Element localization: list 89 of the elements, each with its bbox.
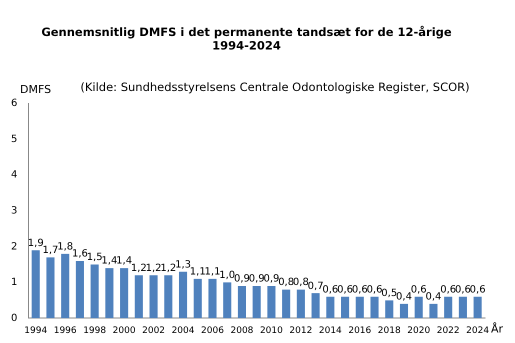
x-tick-label: 1996: [54, 326, 77, 336]
bar: [444, 296, 452, 318]
data-label: 0,7: [308, 280, 324, 292]
x-tick-label: 2020: [407, 326, 430, 336]
bar: [61, 254, 70, 318]
data-label: 1,9: [28, 238, 44, 249]
data-label: 0,6: [322, 284, 338, 296]
x-tick-label: 2012: [289, 326, 312, 336]
data-label: 1,4: [116, 256, 132, 267]
bar: [208, 278, 217, 318]
bar: [194, 278, 202, 318]
x-tick-label: 2014: [318, 326, 342, 336]
bar: [385, 300, 394, 318]
data-label: 0,9: [234, 274, 250, 285]
x-axis-title: År: [491, 322, 504, 336]
bar: [326, 296, 334, 318]
data-label: 0,8: [278, 277, 294, 288]
bar: [238, 286, 246, 318]
x-tick-label: 2010: [260, 326, 284, 336]
bar: [105, 268, 114, 318]
x-tick-label: 2002: [142, 326, 166, 336]
y-tick-label: 6: [10, 98, 18, 110]
chart-title: Gennemsnitlig DMFS i det permanente tandsæt for de 12-årige 1994-2024: [41, 24, 452, 53]
bar: [296, 290, 305, 318]
data-label: 1,6: [72, 248, 88, 260]
data-label: 0,8: [292, 277, 309, 288]
bar: [282, 290, 290, 318]
data-label: 0,6: [470, 284, 486, 296]
bar: [474, 296, 482, 318]
data-label: 1,0: [219, 270, 236, 282]
bar: [90, 264, 99, 318]
data-label: 0,5: [381, 288, 398, 299]
x-tick-label: 2000: [112, 326, 136, 336]
y-tick-label: 1: [10, 277, 18, 288]
data-label: 1,1: [190, 266, 206, 278]
bar: [32, 250, 40, 318]
x-tick-label: 1998: [83, 326, 106, 336]
data-label: 0,9: [263, 274, 280, 285]
bar: [150, 275, 158, 318]
data-label: 1,2: [160, 262, 176, 274]
data-label: 0,6: [352, 284, 368, 296]
data-label: 0,6: [454, 284, 471, 296]
data-label: 1,7: [42, 244, 58, 256]
bar: [312, 293, 320, 318]
bar: [178, 272, 188, 318]
data-label: 0,6: [440, 284, 456, 296]
bar: [252, 286, 261, 318]
y-tick-label: 4: [10, 170, 18, 181]
data-label: 0,4: [396, 291, 412, 302]
bar: [164, 275, 172, 318]
data-label: 0,9: [248, 274, 265, 285]
x-tick-label: 2008: [230, 326, 254, 336]
y-axis-title: DMFS: [20, 82, 52, 96]
text: (Kilde: Sundhedsstyrelsens Centrale Odontologiske Register, SCOR): [80, 80, 470, 94]
x-tick-label: 2024: [466, 326, 490, 336]
x-tick-label: 2006: [201, 326, 224, 336]
data-label: 1,2: [130, 262, 147, 274]
bar: [458, 296, 467, 318]
data-label: 0,4: [425, 291, 442, 302]
bar: [370, 296, 379, 318]
data-label: 1,4: [101, 256, 118, 267]
y-tick-label: 2: [10, 241, 18, 252]
bar: [414, 296, 423, 318]
bar: [120, 268, 128, 318]
x-tick-label: 2018: [378, 326, 401, 336]
data-label: 1,5: [86, 252, 103, 264]
y-tick-label: 0: [10, 312, 18, 324]
y-tick-label: 5: [10, 134, 18, 145]
bar: [223, 282, 232, 318]
data-label: 1,3: [175, 259, 191, 270]
data-label: 0,6: [410, 284, 427, 296]
bar: [76, 260, 84, 318]
bar: [341, 296, 350, 318]
bar: [356, 296, 364, 318]
data-label: 1,1: [204, 266, 220, 278]
x-tick-label: 2022: [436, 326, 460, 336]
x-tick-label: 2004: [172, 326, 195, 336]
x-tick-label: 2016: [348, 326, 372, 336]
data-label: 1,2: [146, 262, 162, 274]
data-label: 0,6: [366, 284, 382, 296]
bar: [267, 286, 276, 318]
y-tick-label: 3: [10, 205, 18, 216]
data-label: 0,6: [337, 284, 354, 296]
data-label: 1,8: [57, 241, 74, 252]
bar: [400, 304, 408, 318]
bar: [46, 257, 55, 318]
bar: [134, 275, 143, 318]
bar: [429, 304, 438, 318]
x-tick-label: 1994: [24, 326, 48, 336]
